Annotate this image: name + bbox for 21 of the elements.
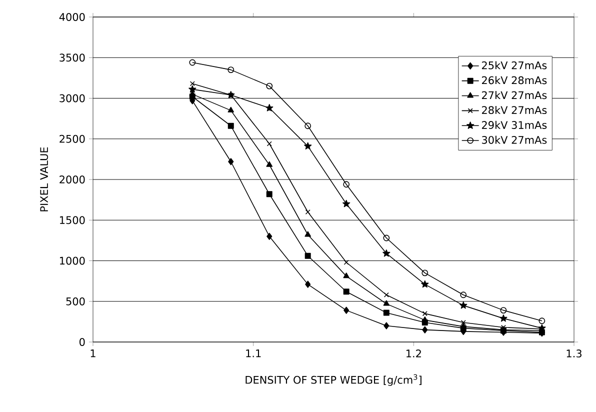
y-tick-label: 2500 [60, 134, 85, 143]
x-axis-title: DENSITY OF STEP WEDGE [g/cm$^{3}$] [246, 374, 422, 386]
y-tick-label: 3000 [60, 94, 85, 102]
y-tick-label: 1000 [60, 256, 85, 265]
x-tick-label: 1.1 [246, 350, 261, 358]
legend-label: 30kV 27mAs [482, 136, 547, 144]
y-tick-label: 500 [66, 297, 85, 306]
y-tick-label: 0 [80, 338, 85, 346]
legend-label: 25kV 27mAs [482, 61, 547, 70]
legend-label: 29kV 31mAs [482, 120, 547, 129]
y-tick-label: 4000 [59, 13, 85, 21]
x-tick-label: 1.3 [566, 350, 582, 358]
legend-label: 26kV 28mAs [482, 76, 547, 84]
y-tick-label: 2000 [60, 176, 85, 184]
y-tick-label: 1500 [60, 216, 85, 224]
y-axis-title: PIXEL VALUE [40, 147, 48, 212]
x-tick-label: 1.2 [406, 350, 421, 358]
legend-label: 27kV 27mAs [482, 91, 547, 100]
legend-label: 28kV 27mAs [482, 106, 547, 114]
x-tick-label: 1 [90, 350, 96, 358]
y-tick-label: 3500 [60, 54, 85, 62]
